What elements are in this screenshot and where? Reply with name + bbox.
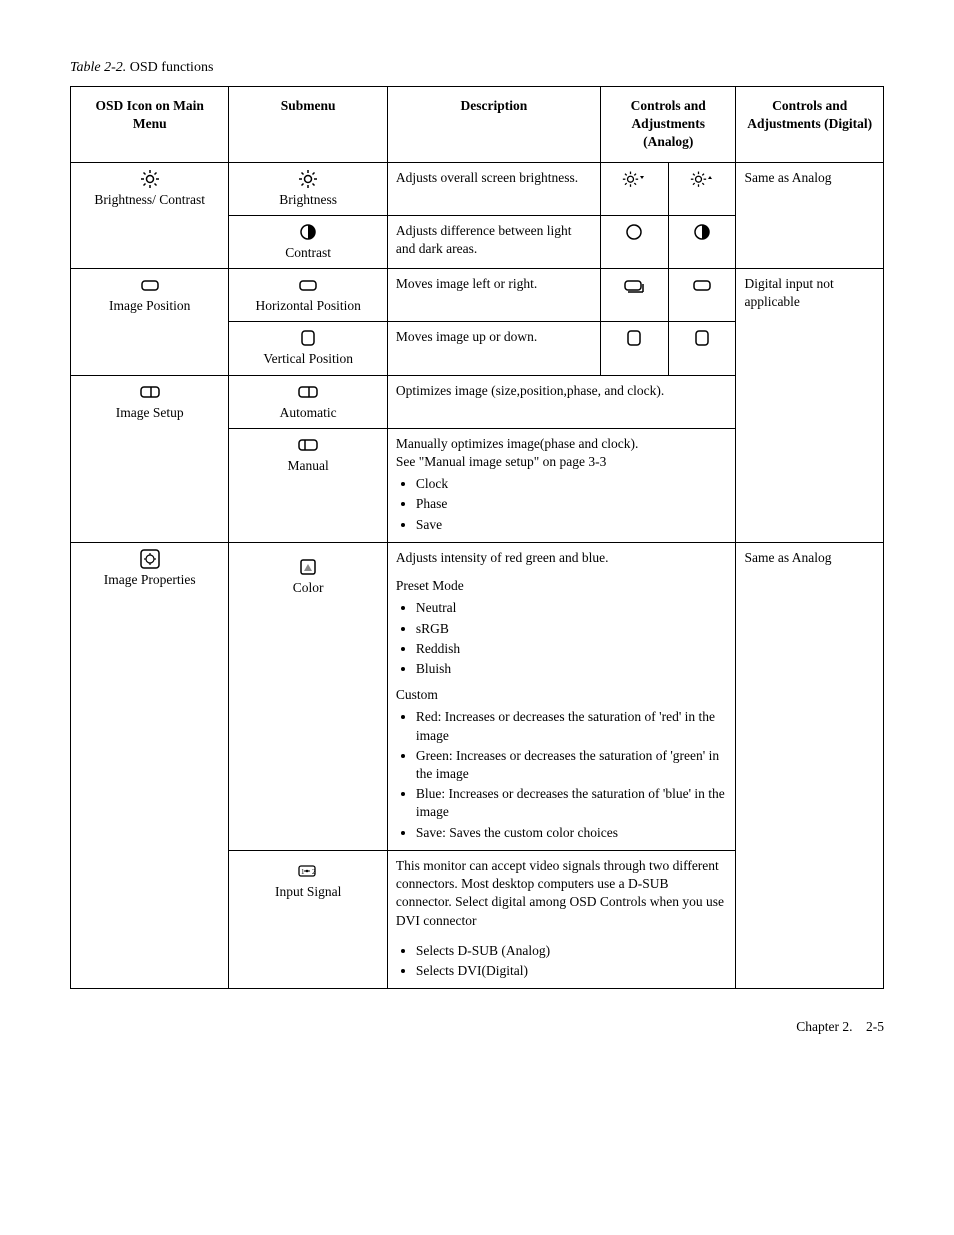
submenu-vpos: Vertical Position [229, 322, 387, 375]
list-item: Selects DVI(Digital) [416, 962, 728, 980]
list-item: sRGB [416, 620, 728, 638]
input-signal-icon [297, 861, 319, 881]
submenu-brightness: Brightness [229, 162, 387, 215]
desc-manual: Manually optimizes image(phase and clock… [387, 428, 736, 542]
desc-input-signal: This monitor can accept video signals th… [387, 850, 736, 988]
slider-left-icon [298, 435, 318, 455]
list-item: Neutral [416, 599, 728, 617]
header-description: Description [387, 87, 600, 163]
main-brightness-contrast: Brightness/ Contrast [71, 162, 229, 268]
submenu-contrast: Contrast [229, 215, 387, 268]
contrast-icon [692, 222, 712, 242]
rect-v-icon [298, 328, 318, 348]
header-submenu: Submenu [229, 87, 387, 163]
analog-hpos-a [600, 269, 668, 322]
analog-brightness-down [600, 162, 668, 215]
submenu-manual: Manual [229, 428, 387, 542]
contrast-icon [298, 222, 318, 242]
rect-icon [140, 275, 160, 295]
list-item: Save: Saves the custom color choices [416, 824, 728, 842]
footer-chapter: Chapter 2. [796, 1019, 852, 1034]
list-item: Red: Increases or decreases the saturati… [416, 708, 728, 744]
submenu-automatic: Automatic [229, 375, 387, 428]
list-item: Save [416, 516, 728, 534]
list-item: Phase [416, 495, 728, 513]
sun-icon [140, 169, 160, 189]
rect-h-icon [692, 275, 712, 295]
desc-color: Adjusts intensity of red green and blue.… [387, 542, 736, 850]
desc-automatic: Optimizes image (size,position,phase, an… [387, 375, 736, 428]
digital-image-properties: Same as Analog [736, 542, 884, 988]
table-caption: Table 2-2. OSD functions [70, 60, 884, 76]
analog-vpos-b [668, 322, 736, 375]
digital-position-setup: Digital input not applicable [736, 269, 884, 543]
list-item: Green: Increases or decreases the satura… [416, 747, 728, 783]
rect-shadow-icon [623, 275, 645, 295]
sun-up-icon [690, 169, 714, 189]
slider-icon [298, 382, 318, 402]
caption-label: Table 2-2. [70, 60, 126, 75]
rect-v-icon [692, 328, 712, 348]
analog-contrast-low [600, 215, 668, 268]
footer-page: 2-5 [866, 1019, 884, 1034]
sun-icon [298, 169, 318, 189]
analog-contrast-high [668, 215, 736, 268]
desc-contrast: Adjusts difference between light and dar… [387, 215, 600, 268]
color-chip-icon [298, 557, 318, 577]
list-item: Blue: Increases or decreases the saturat… [416, 785, 728, 821]
sun-down-icon [622, 169, 646, 189]
properties-icon [140, 549, 160, 569]
desc-vpos: Moves image up or down. [387, 322, 600, 375]
submenu-input-signal: Input Signal [229, 850, 387, 988]
list-item: Bluish [416, 660, 728, 678]
header-analog: Controls and Adjustments (Analog) [600, 87, 736, 163]
analog-hpos-b [668, 269, 736, 322]
main-image-setup: Image Setup [71, 375, 229, 542]
rect-v-icon [624, 328, 644, 348]
header-main: OSD Icon on Main Menu [71, 87, 229, 163]
main-image-position: Image Position [71, 269, 229, 375]
slider-icon [140, 382, 160, 402]
digital-brightness: Same as Analog [736, 162, 884, 268]
header-digital: Controls and Adjustments (Digital) [736, 87, 884, 163]
analog-vpos-a [600, 322, 668, 375]
page-footer: Chapter 2. 2-5 [70, 1019, 884, 1035]
analog-brightness-up [668, 162, 736, 215]
list-item: Reddish [416, 640, 728, 658]
list-item: Clock [416, 475, 728, 493]
submenu-color: Color [229, 542, 387, 850]
osd-functions-table: OSD Icon on Main Menu Submenu Descriptio… [70, 86, 884, 989]
main-image-properties: Image Properties [71, 542, 229, 988]
rect-h-icon [298, 275, 318, 295]
list-item: Selects D-SUB (Analog) [416, 942, 728, 960]
submenu-hpos: Horizontal Position [229, 269, 387, 322]
desc-hpos: Moves image left or right. [387, 269, 600, 322]
desc-brightness: Adjusts overall screen brightness. [387, 162, 600, 215]
caption-title: OSD functions [130, 60, 214, 75]
circle-empty-icon [624, 222, 644, 242]
